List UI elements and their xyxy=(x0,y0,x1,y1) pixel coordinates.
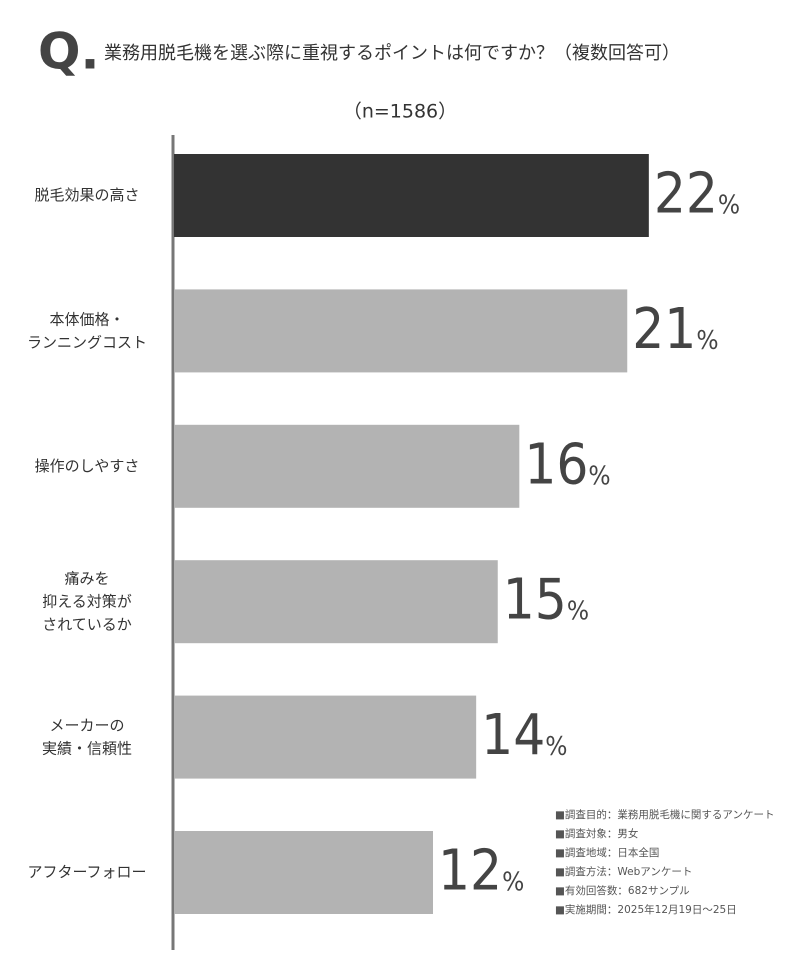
note: ■調査地域：日本全国 xyxy=(555,846,659,859)
note: ■調査対象：男女 xyxy=(555,827,638,840)
chart-subtitle: （n=1586） xyxy=(343,101,457,123)
note: ■有効回答数：682サンプル xyxy=(555,884,690,897)
chart-title: 業務用脱毛機を選ぶ際に重視するポイントは何ですか？（複数回答可） xyxy=(104,43,680,64)
y-tick-label: 脱毛効果の高さ xyxy=(34,186,139,204)
value-label: 14% xyxy=(481,703,567,768)
title-prefix: Q. xyxy=(38,23,100,81)
bar xyxy=(174,154,649,237)
value-label: 22% xyxy=(654,162,740,227)
bar xyxy=(174,560,498,644)
note: ■調査方法：Webアンケート xyxy=(555,865,692,878)
value-label: 15% xyxy=(503,568,589,633)
y-tick-label: メーカーの実績・信頼性 xyxy=(42,716,132,757)
y-tick-label: 痛みを抑える対策がされているか xyxy=(42,569,132,633)
bar xyxy=(174,695,477,779)
value-label: 16% xyxy=(524,432,610,497)
y-tick-label: 操作のしやすさ xyxy=(35,457,140,475)
y-tick-label: アフターフォロー xyxy=(27,863,146,881)
value-label: 12% xyxy=(438,839,524,904)
y-tick-label: 本体価格・ランニングコスト xyxy=(27,310,147,351)
value-label: 21% xyxy=(632,297,718,362)
note: ■実施期間：2025年12月19日～25日 xyxy=(555,903,737,916)
bar xyxy=(174,289,628,373)
bar xyxy=(174,424,520,508)
bar xyxy=(174,831,433,914)
note: ■調査目的：業務用脱毛機に関するアンケート xyxy=(555,808,775,821)
